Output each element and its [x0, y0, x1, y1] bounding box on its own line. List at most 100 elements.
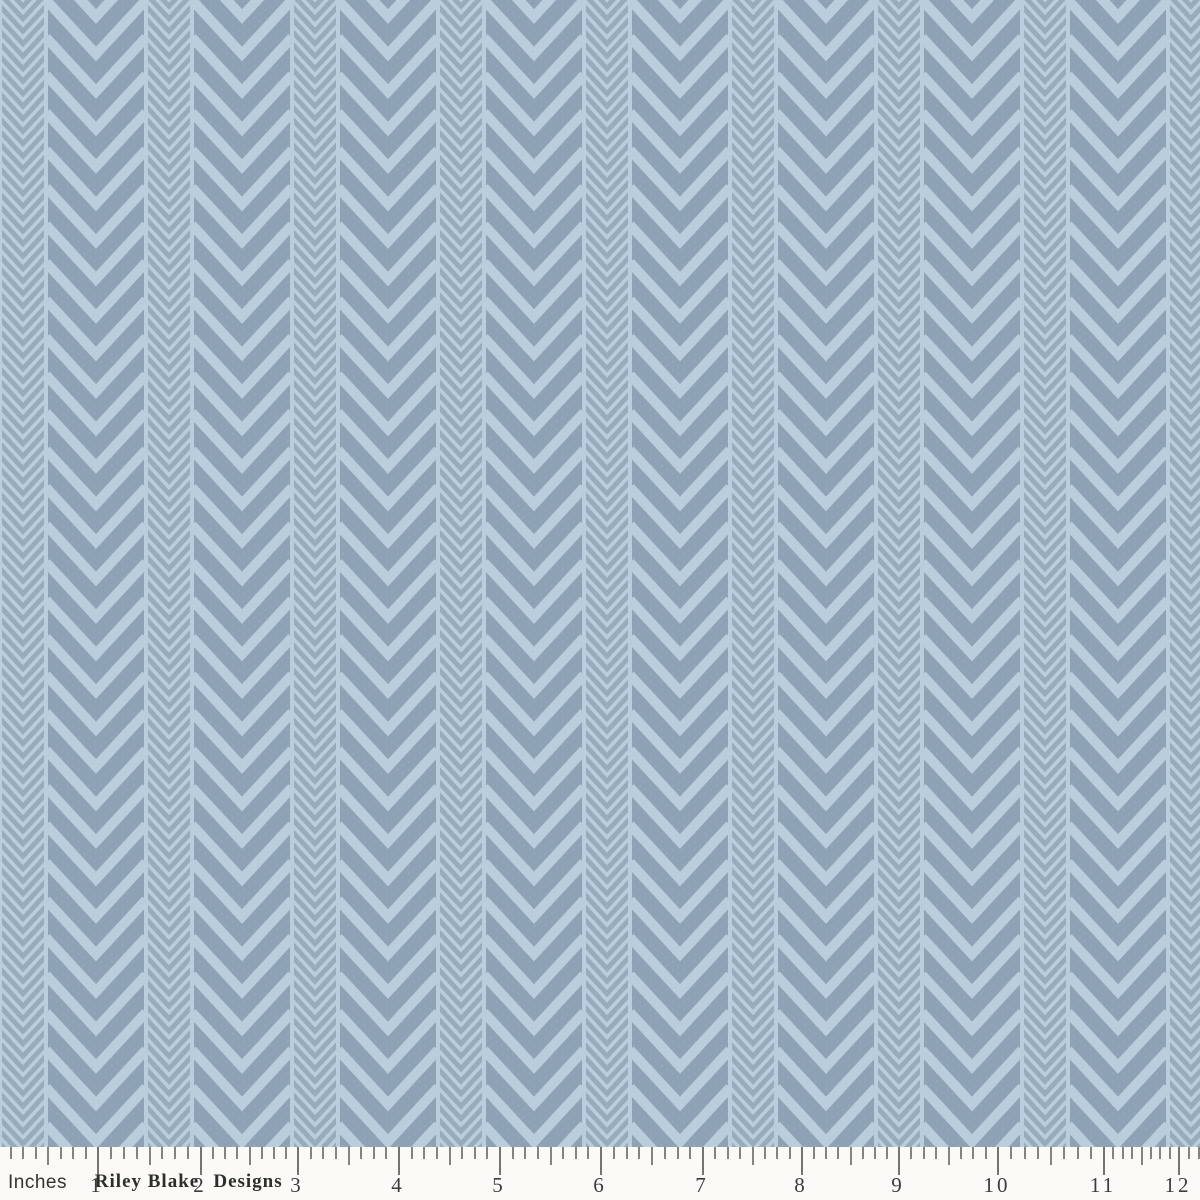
ruler-tick: [297, 1147, 299, 1175]
ruler-tick: [1076, 1147, 1079, 1159]
ruler-tick: [1197, 1147, 1200, 1159]
ruler-number: 1: [90, 1173, 104, 1197]
ruler-tick: [1159, 1147, 1162, 1159]
ruler-tick: [625, 1147, 628, 1159]
fabric-texture-overlay: [0, 0, 1200, 1147]
herringbone-pattern-svg: [0, 0, 1200, 1147]
ruler-tick: [1140, 1147, 1143, 1165]
ruler-tick: [562, 1147, 565, 1159]
ruler-tick: [461, 1147, 464, 1159]
ruler-number: 7: [695, 1173, 709, 1197]
ruler-tick: [360, 1147, 363, 1159]
ruler-tick: [309, 1147, 312, 1159]
ruler-tick: [651, 1147, 653, 1165]
ruler-tick: [663, 1147, 666, 1159]
ruler-tick: [972, 1147, 975, 1159]
ruler-tick: [272, 1147, 275, 1159]
ruler-tick: [524, 1147, 527, 1159]
ruler-tick: [676, 1147, 679, 1159]
ruler-tick: [837, 1147, 840, 1159]
ruler-number: 12: [1164, 1173, 1192, 1197]
ruler-tick: [212, 1147, 215, 1159]
ruler-tick: [284, 1147, 287, 1159]
ruler-tick: [84, 1147, 87, 1159]
ruler-tick: [322, 1147, 325, 1159]
ruler-tick: [763, 1147, 766, 1159]
ruler-tick: [574, 1147, 577, 1159]
ruler-number: 2: [193, 1173, 207, 1197]
ruler-tick: [1112, 1147, 1115, 1159]
fabric-swatch: [0, 0, 1200, 1148]
ruler-tick: [714, 1147, 717, 1159]
ruler-tick: [47, 1147, 49, 1165]
ruler-tick: [385, 1147, 388, 1159]
ruler-tick: [236, 1147, 239, 1159]
ruler-tick: [587, 1147, 590, 1159]
ruler-tick: [612, 1147, 615, 1159]
ruler-tick: [248, 1147, 251, 1165]
ruler-tick: [1050, 1147, 1052, 1165]
ruler-tick: [726, 1147, 729, 1159]
ruler-tick: [1131, 1147, 1134, 1159]
ruler-number: 10: [983, 1173, 1011, 1197]
ruler-tick: [751, 1147, 754, 1165]
ruler-tick: [935, 1147, 938, 1159]
ruler-number: 8: [794, 1173, 808, 1197]
ruler-tick: [1149, 1147, 1152, 1159]
ruler-tick: [702, 1147, 704, 1175]
ruler-tick: [410, 1147, 413, 1159]
ruler-tick: [549, 1147, 552, 1165]
ruler-tick: [1178, 1147, 1180, 1175]
ruler-tick: [1023, 1147, 1026, 1159]
ruler-tick: [873, 1147, 876, 1159]
ruler-tick: [423, 1147, 426, 1159]
ruler-tick: [200, 1147, 202, 1175]
ruler-tick: [536, 1147, 539, 1159]
ruler-tick: [161, 1147, 164, 1159]
ruler-tick: [638, 1147, 641, 1159]
ruler-tick: [739, 1147, 742, 1159]
ruler-tick: [813, 1147, 816, 1159]
ruler-tick: [922, 1147, 925, 1159]
ruler-tick: [72, 1147, 74, 1159]
ruler-tick: [224, 1147, 227, 1159]
ruler-tick: [959, 1147, 962, 1159]
ruler-tick: [109, 1147, 112, 1159]
ruler-tick: [776, 1147, 779, 1159]
ruler-tick: [174, 1147, 177, 1159]
ruler-tick: [788, 1147, 791, 1159]
ruler-tick: [825, 1147, 828, 1159]
ruler-number: 3: [290, 1173, 304, 1197]
ruler-tick: [398, 1147, 400, 1175]
ruler-tick: [499, 1147, 501, 1175]
ruler-tick: [849, 1147, 852, 1165]
ruler-tick: [1010, 1147, 1013, 1159]
ruler-tick: [984, 1147, 987, 1159]
ruler-tick: [148, 1147, 151, 1165]
ruler-tick: [1168, 1147, 1171, 1159]
ruler-tick: [910, 1147, 913, 1159]
ruler-number: 5: [492, 1173, 506, 1197]
ruler-tick: [1121, 1147, 1124, 1159]
ruler-number: 6: [593, 1173, 607, 1197]
ruler-tick: [34, 1147, 37, 1159]
ruler-tick: [511, 1147, 514, 1159]
ruler-unit-label: Inches: [8, 1172, 67, 1193]
ruler-tick: [9, 1147, 12, 1159]
ruler-tick: [122, 1147, 125, 1159]
ruler-tick: [898, 1147, 900, 1175]
ruler-tick: [486, 1147, 489, 1159]
ruler-tick: [448, 1147, 451, 1165]
ruler-tick: [1089, 1147, 1092, 1159]
ruler-number: 9: [891, 1173, 905, 1197]
ruler-tick: [22, 1147, 24, 1159]
ruler-tick: [1063, 1147, 1066, 1159]
ruler-tick: [435, 1147, 438, 1159]
ruler-tick: [135, 1147, 138, 1159]
ruler-tick: [347, 1147, 350, 1165]
ruler-tick: [947, 1147, 950, 1165]
ruler-tick: [861, 1147, 864, 1159]
ruler-tick: [600, 1147, 602, 1175]
ruler-tick: [1036, 1147, 1039, 1159]
